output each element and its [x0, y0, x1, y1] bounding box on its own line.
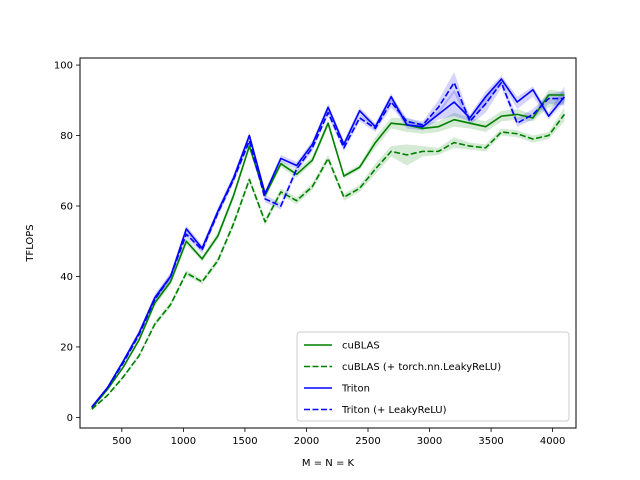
x-axis-label: M = N = K: [302, 458, 355, 469]
line-series-0: [91, 94, 565, 409]
legend-label: Triton (+ LeakyReLU): [341, 405, 447, 416]
legend-frame: [296, 331, 570, 422]
x-tick-label: 2500: [355, 436, 380, 447]
line-series-3: [91, 81, 565, 408]
x-axis-ticks: 500 1000 1500 2000 2500 3000 3500 4000: [112, 428, 565, 447]
y-tick-label: 80: [60, 131, 73, 142]
y-tick-label: 60: [60, 202, 73, 213]
y-tick-label: 100: [54, 61, 73, 72]
x-tick-label: 3000: [417, 436, 442, 447]
legend-label: Triton: [341, 384, 370, 395]
band-series-2: [91, 75, 565, 408]
confidence-bands: [91, 72, 565, 411]
x-tick-label: 2000: [294, 436, 319, 447]
x-tick-label: 4000: [540, 436, 565, 447]
y-tick-label: 20: [60, 342, 73, 353]
y-tick-label: 0: [67, 413, 73, 424]
legend: cuBLAS cuBLAS (+ torch.nn.LeakyReLU) Trito…: [296, 331, 570, 422]
legend-label: cuBLAS (+ torch.nn.LeakyReLU): [342, 362, 501, 373]
y-axis-ticks: 0 20 40 60 80 100: [54, 61, 80, 424]
legend-label: cuBLAS: [342, 341, 380, 352]
x-tick-label: 1000: [171, 436, 196, 447]
line-series-1: [91, 113, 566, 410]
y-axis-label: TFLOPS: [25, 224, 36, 262]
x-tick-label: 500: [112, 436, 131, 447]
x-tick-label: 1500: [232, 436, 257, 447]
series-lines: [91, 78, 566, 410]
x-tick-label: 3500: [478, 436, 503, 447]
plot-frame: [79, 57, 577, 429]
y-tick-label: 40: [60, 272, 73, 283]
